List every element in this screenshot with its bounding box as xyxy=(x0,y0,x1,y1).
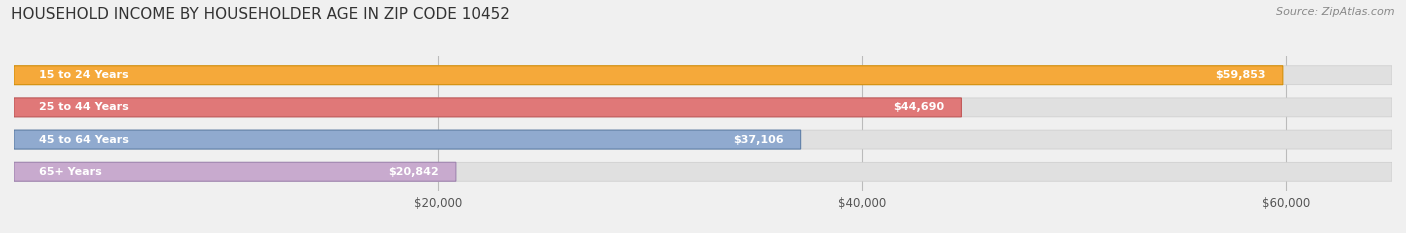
FancyBboxPatch shape xyxy=(14,130,1392,149)
FancyBboxPatch shape xyxy=(14,162,456,181)
Text: $37,106: $37,106 xyxy=(733,135,783,145)
FancyBboxPatch shape xyxy=(14,66,1282,85)
Text: $44,690: $44,690 xyxy=(893,102,945,112)
FancyBboxPatch shape xyxy=(14,66,1392,85)
FancyBboxPatch shape xyxy=(14,98,962,117)
Text: 65+ Years: 65+ Years xyxy=(39,167,103,177)
Text: 45 to 64 Years: 45 to 64 Years xyxy=(39,135,129,145)
Text: 25 to 44 Years: 25 to 44 Years xyxy=(39,102,129,112)
Text: Source: ZipAtlas.com: Source: ZipAtlas.com xyxy=(1277,7,1395,17)
FancyBboxPatch shape xyxy=(14,130,800,149)
FancyBboxPatch shape xyxy=(14,162,1392,181)
FancyBboxPatch shape xyxy=(14,98,1392,117)
Text: HOUSEHOLD INCOME BY HOUSEHOLDER AGE IN ZIP CODE 10452: HOUSEHOLD INCOME BY HOUSEHOLDER AGE IN Z… xyxy=(11,7,510,22)
Text: $20,842: $20,842 xyxy=(388,167,439,177)
Text: $59,853: $59,853 xyxy=(1215,70,1265,80)
Text: 15 to 24 Years: 15 to 24 Years xyxy=(39,70,129,80)
